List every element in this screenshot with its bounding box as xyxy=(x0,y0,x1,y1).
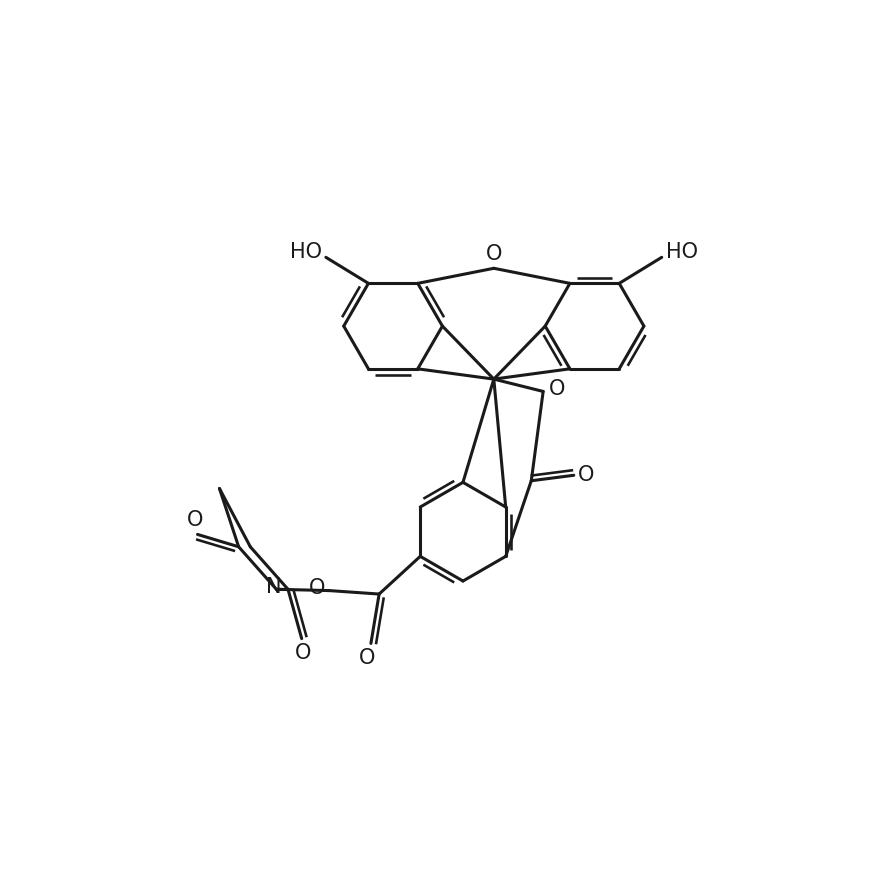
Text: O: O xyxy=(295,643,312,663)
Text: O: O xyxy=(486,244,502,264)
Text: O: O xyxy=(548,379,565,399)
Text: O: O xyxy=(359,648,375,668)
Text: O: O xyxy=(310,578,326,598)
Text: O: O xyxy=(187,510,203,530)
Text: HO: HO xyxy=(666,242,698,262)
Text: O: O xyxy=(578,465,595,485)
Text: HO: HO xyxy=(290,242,322,262)
Text: N: N xyxy=(266,577,281,596)
